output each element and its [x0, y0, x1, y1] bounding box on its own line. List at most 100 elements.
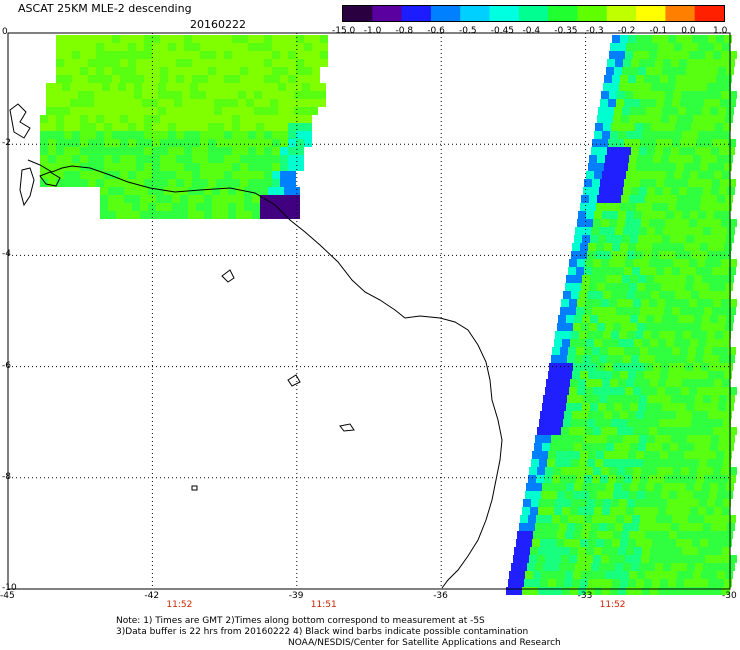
swath-cell: [571, 459, 579, 467]
swath-cell: [728, 179, 736, 187]
swath-cell: [674, 211, 682, 219]
swath-cell: [40, 171, 48, 179]
swath-cell: [517, 571, 525, 579]
swath-cell: [184, 43, 192, 51]
swath-cell: [580, 579, 588, 587]
swath-cell: [238, 91, 246, 99]
swath-cell: [312, 59, 320, 67]
swath-cell: [684, 579, 692, 587]
swath-cell: [572, 579, 580, 587]
swath-cell: [701, 283, 709, 291]
colorbar-label: -0.6: [427, 26, 445, 36]
swath-cell: [567, 395, 575, 403]
swath-cell: [653, 155, 661, 163]
swath-cell: [653, 283, 661, 291]
swath-cell: [120, 43, 128, 51]
swath-cell: [572, 243, 580, 251]
swath-cell: [678, 403, 686, 411]
swath-cell: [584, 347, 592, 355]
swath-cell: [230, 99, 238, 107]
swath-cell: [670, 483, 678, 491]
swath-cell: [608, 307, 616, 315]
swath-cell: [701, 115, 709, 123]
swath-cell: [703, 147, 711, 155]
swath-cell: [544, 515, 552, 523]
swath-cell: [605, 195, 613, 203]
swath-cell: [292, 203, 300, 211]
swath-cell: [658, 507, 666, 515]
swath-cell: [654, 67, 662, 75]
swath-cell: [104, 163, 112, 171]
swath-cell: [680, 179, 688, 187]
pass-time-label: 11:52: [599, 600, 626, 610]
swath-cell: [681, 91, 689, 99]
swath-cell: [598, 403, 606, 411]
swath-cell: [624, 347, 632, 355]
swath-cell: [280, 123, 288, 131]
swath-cell: [631, 523, 639, 531]
swath-cell: [232, 43, 240, 51]
swath-cell: [675, 291, 683, 299]
swath-cell: [682, 547, 690, 555]
swath-cell: [232, 67, 240, 75]
swath-cell: [618, 587, 626, 595]
swath-cell: [650, 211, 658, 219]
swath-cell: [580, 411, 588, 419]
swath-cell: [216, 115, 224, 123]
swath-cell: [562, 339, 570, 347]
swath-cell: [584, 179, 592, 187]
swath-cell: [566, 443, 574, 451]
swath-cell: [672, 515, 680, 523]
swath-cell: [635, 83, 643, 91]
swath-cell: [719, 395, 727, 403]
swath-cell: [579, 251, 587, 259]
swath-cell: [232, 163, 240, 171]
swath-cell: [176, 171, 184, 179]
swath-cell: [631, 435, 639, 443]
swath-cell: [208, 147, 216, 155]
swath-cell: [653, 323, 661, 331]
swath-cell: [606, 443, 614, 451]
swath-cell: [192, 75, 200, 83]
swath-cell: [720, 307, 728, 315]
swath-cell: [629, 531, 637, 539]
swath-cell: [634, 171, 642, 179]
swath-cell: [649, 467, 657, 475]
swath-cell: [192, 35, 200, 43]
swath-cell: [88, 67, 96, 75]
swath-cell: [640, 475, 648, 483]
swath-cell: [104, 51, 112, 59]
swath-cell: [228, 195, 236, 203]
swath-cell: [284, 195, 292, 203]
swath-cell: [104, 115, 112, 123]
swath-cell: [296, 51, 304, 59]
swath-cell: [256, 67, 264, 75]
swath-cell: [644, 371, 652, 379]
swath-cell: [633, 259, 641, 267]
swath-cell: [534, 443, 542, 451]
swath-cell: [670, 403, 678, 411]
swath-cell: [670, 107, 678, 115]
swath-cell: [80, 139, 88, 147]
lon-tick-label: -42: [144, 591, 160, 601]
swath-cell: [591, 563, 599, 571]
swath-cell: [70, 91, 78, 99]
swath-cell: [72, 155, 80, 163]
swath-cell: [542, 443, 550, 451]
swath-cell: [312, 67, 320, 75]
swath-cell: [716, 75, 724, 83]
swath-cell: [592, 475, 600, 483]
swath-cell: [681, 299, 689, 307]
swath-cell: [204, 211, 212, 219]
swath-cell: [619, 123, 627, 131]
swath-cell: [573, 323, 581, 331]
swath-cell: [48, 139, 56, 147]
swath-cell: [565, 491, 573, 499]
swath-cell: [624, 475, 632, 483]
swath-cell: [56, 131, 64, 139]
swath-cell: [610, 131, 618, 139]
swath-cell: [557, 491, 565, 499]
swath-cell: [666, 339, 674, 347]
swath-cell: [634, 507, 642, 515]
swath-cell: [280, 163, 288, 171]
